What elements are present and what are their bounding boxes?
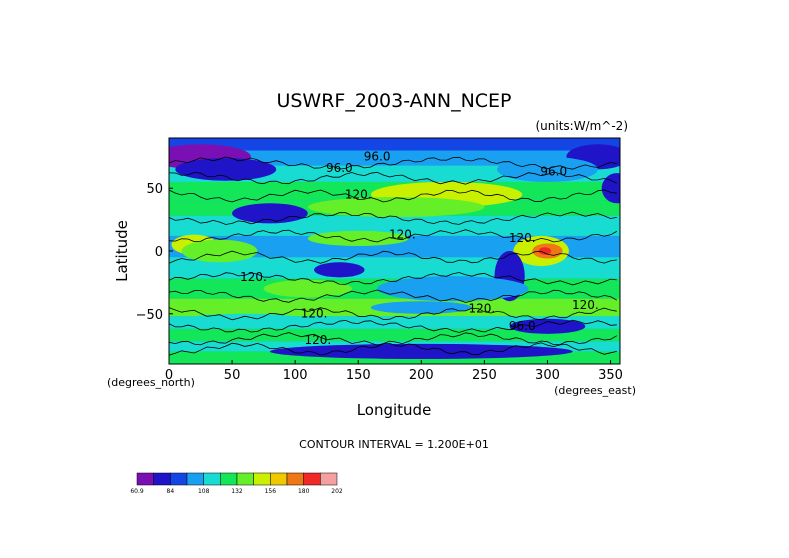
contour-label: 96.0 [509,319,536,333]
colorbar-swatch [170,472,188,486]
contour-line [169,319,617,333]
contour-label: 96.0 [540,165,567,179]
field-band [169,328,620,342]
y-tick-label: −50 [136,308,163,323]
contour-label: 120. [305,333,332,347]
contour-line [169,156,617,170]
colorbar-swatch [236,472,254,486]
contour-label: 120. [345,187,372,201]
x-axis-title: Longitude [357,401,432,419]
field-region [307,197,485,218]
x-tick-label: 50 [224,368,241,383]
field-region [269,343,573,359]
contour-label: 120. [240,270,267,284]
contour-interval-text: CONTOUR INTERVAL = 1.200E+01 [299,438,489,451]
x-tick-label: 250 [472,368,497,383]
y-tick-label: 50 [146,182,163,197]
units-label: (units:W/m^-2) [535,119,628,133]
contour-line [169,250,617,264]
y-unit-label: (degrees_north) [107,376,195,389]
contour-label: 120. [572,298,599,312]
x-tick-label: 350 [598,368,623,383]
x-tick-label: 0 [165,368,173,383]
colorbar-tick-label: 60.9 [130,488,144,495]
colorbar-swatch [286,472,304,486]
contour-label: 120. [469,302,496,316]
x-tick-label: 150 [346,368,371,383]
contour-line [169,332,617,346]
colorbar-tick-label: 108 [198,488,210,495]
contour-label: 96.0 [364,150,391,164]
colorbar-tick-label: 180 [298,488,310,495]
contour-label: 120. [301,307,328,321]
contour-line [169,229,617,243]
field-region [181,239,258,263]
contour-line [169,189,617,203]
contour-label: 120. [389,227,416,241]
plot-area [169,138,620,364]
field-region [232,203,308,224]
contour-line [169,272,617,286]
contour-label: 96.0 [326,161,353,175]
field-region [314,262,365,278]
colorbar-tick-label: 156 [265,488,277,495]
chart-title: USWRF_2003-ANN_NCEP [276,90,511,112]
field-band [169,138,620,151]
field-region [181,313,308,327]
y-tick-label: 0 [155,245,163,260]
y-axis-title: Latitude [113,220,131,282]
colorbar-swatch [320,472,338,486]
contour-line [169,171,617,185]
field-region [307,230,409,246]
contour-line [169,307,617,321]
colorbar-swatch [253,472,271,486]
colorbar-swatch [203,472,221,486]
contour-label: 120. [509,231,536,245]
contour-line [169,289,617,303]
contour-line [169,211,617,225]
field-region [263,279,352,298]
colorbar-swatch [186,472,204,486]
colorbar [136,472,338,486]
x-tick-label: 200 [409,368,434,383]
colorbar-swatch [220,472,238,486]
field-region [377,276,529,302]
colorbar-swatch [303,472,321,486]
colorbar-tick-label: 84 [167,488,175,495]
x-tick-label: 100 [283,368,308,383]
colorbar-swatch [153,472,171,486]
x-unit-label: (degrees_east) [554,384,636,397]
x-tick-label: 300 [535,368,560,383]
colorbar-tick-label: 132 [231,488,243,495]
field-region [601,173,620,204]
colorbar-swatch [270,472,288,486]
contour-line [169,342,617,356]
field-region [175,158,277,181]
colorbar-swatch [136,472,154,486]
colorbar-tick-label: 202 [331,488,343,495]
field-region [370,301,472,314]
field-region [538,247,552,255]
